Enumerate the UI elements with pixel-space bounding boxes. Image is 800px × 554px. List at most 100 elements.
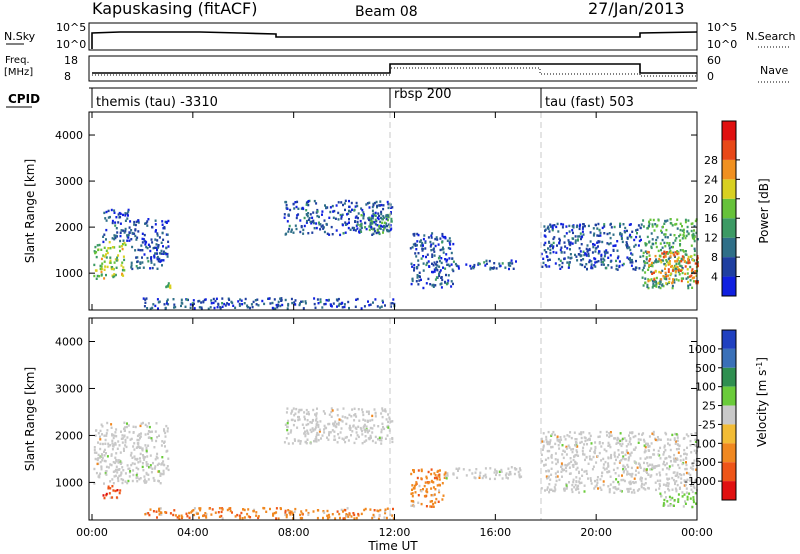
echo-cell [606,434,608,437]
echo-cell [475,468,478,471]
echo-cell [558,438,560,442]
echo-cell [330,415,333,418]
echo-cell [688,275,691,278]
echo-cell [149,307,152,310]
echo-cell [374,298,377,301]
echo-cell [478,262,481,266]
echo-cell [312,221,315,225]
echo-cell [549,223,552,226]
echo-cell [348,205,351,209]
echo-cell [648,254,651,257]
echo-cell [657,249,660,253]
echo-cell [371,418,374,422]
echo-cell [642,219,645,222]
echo-cell [411,279,414,283]
echo-cell [357,512,360,516]
echo-cell [138,266,141,269]
echo-cell [689,497,692,500]
echo-cell [673,460,676,463]
echo-cell [392,507,394,511]
echo-cell [632,435,635,439]
echo-cell [116,231,119,234]
echo-cell [594,485,597,488]
echo-cell [349,426,352,430]
echo-cell [156,246,159,250]
echo-cell [644,250,647,253]
echo-cell [546,488,549,491]
echo-cell [556,244,558,247]
echo-cell [684,467,687,471]
echo-cell [294,507,297,511]
echo-cell [311,427,314,430]
echo-cell [569,431,572,434]
echo-cell [609,475,612,478]
echo-cell [671,264,674,268]
echo-cell [388,203,391,206]
echo-cell [294,419,296,422]
echo-cell [380,442,383,445]
echo-cell [543,225,546,228]
echo-cell [583,225,586,228]
echo-cell [300,510,303,513]
echo-cell [583,470,586,473]
echo-cell [146,425,149,428]
echo-cell [685,456,688,460]
echo-cell [612,486,615,489]
echo-cell [321,306,324,309]
echo-cell [620,444,623,448]
echo-cell [357,408,360,411]
echo-cell [546,449,549,453]
echo-cell [96,274,99,278]
echo-cell [563,257,566,261]
echo-cell [552,237,555,241]
echo-cell [155,439,158,443]
echo-cell [341,415,344,418]
echo-cell [639,476,642,480]
echo-cell [117,221,120,224]
echo-cell [568,240,570,244]
echo-cell [353,441,356,445]
echo-cell [574,241,577,244]
echo-cell [328,216,331,219]
echo-cell [612,480,615,484]
echo-cell [119,462,122,465]
echo-cell [544,458,547,461]
echo-cell [156,516,158,519]
echo-cell [330,304,332,307]
echo-cell [142,266,145,269]
echo-cell [658,257,661,261]
echo-cell [382,204,385,207]
echo-cell [674,432,677,436]
echo-cell [666,260,669,263]
echo-cell [105,465,108,469]
echo-cell [375,200,378,204]
beam-title: Beam 08 [355,4,418,20]
echo-cell [321,224,324,227]
echo-cell [331,513,334,516]
echo-cell [127,236,130,239]
echo-cell [601,471,604,474]
echo-cell [354,305,357,308]
echo-cell [416,232,419,236]
echo-cell [675,278,678,281]
echo-cell [377,425,380,428]
echo-cell [434,278,437,281]
echo-cell [145,471,148,475]
echo-cell [417,259,420,262]
echo-cell [122,255,125,258]
echo-cell [690,222,693,226]
echo-cell [667,261,670,264]
echo-cell [315,417,318,420]
echo-cell [113,234,116,237]
echo-cell [353,517,356,520]
echo-cell [131,462,134,465]
nsky-right-tick-top: 10^5 [707,21,737,34]
echo-cell [109,463,112,466]
freq-strip: Freq. [MHz] 18 8 60 0 Nave [4,54,790,83]
echo-cell [634,268,637,271]
echo-cell [637,244,640,247]
echo-cell [682,505,685,508]
echo-cell [130,266,133,269]
echo-cell [130,452,133,455]
